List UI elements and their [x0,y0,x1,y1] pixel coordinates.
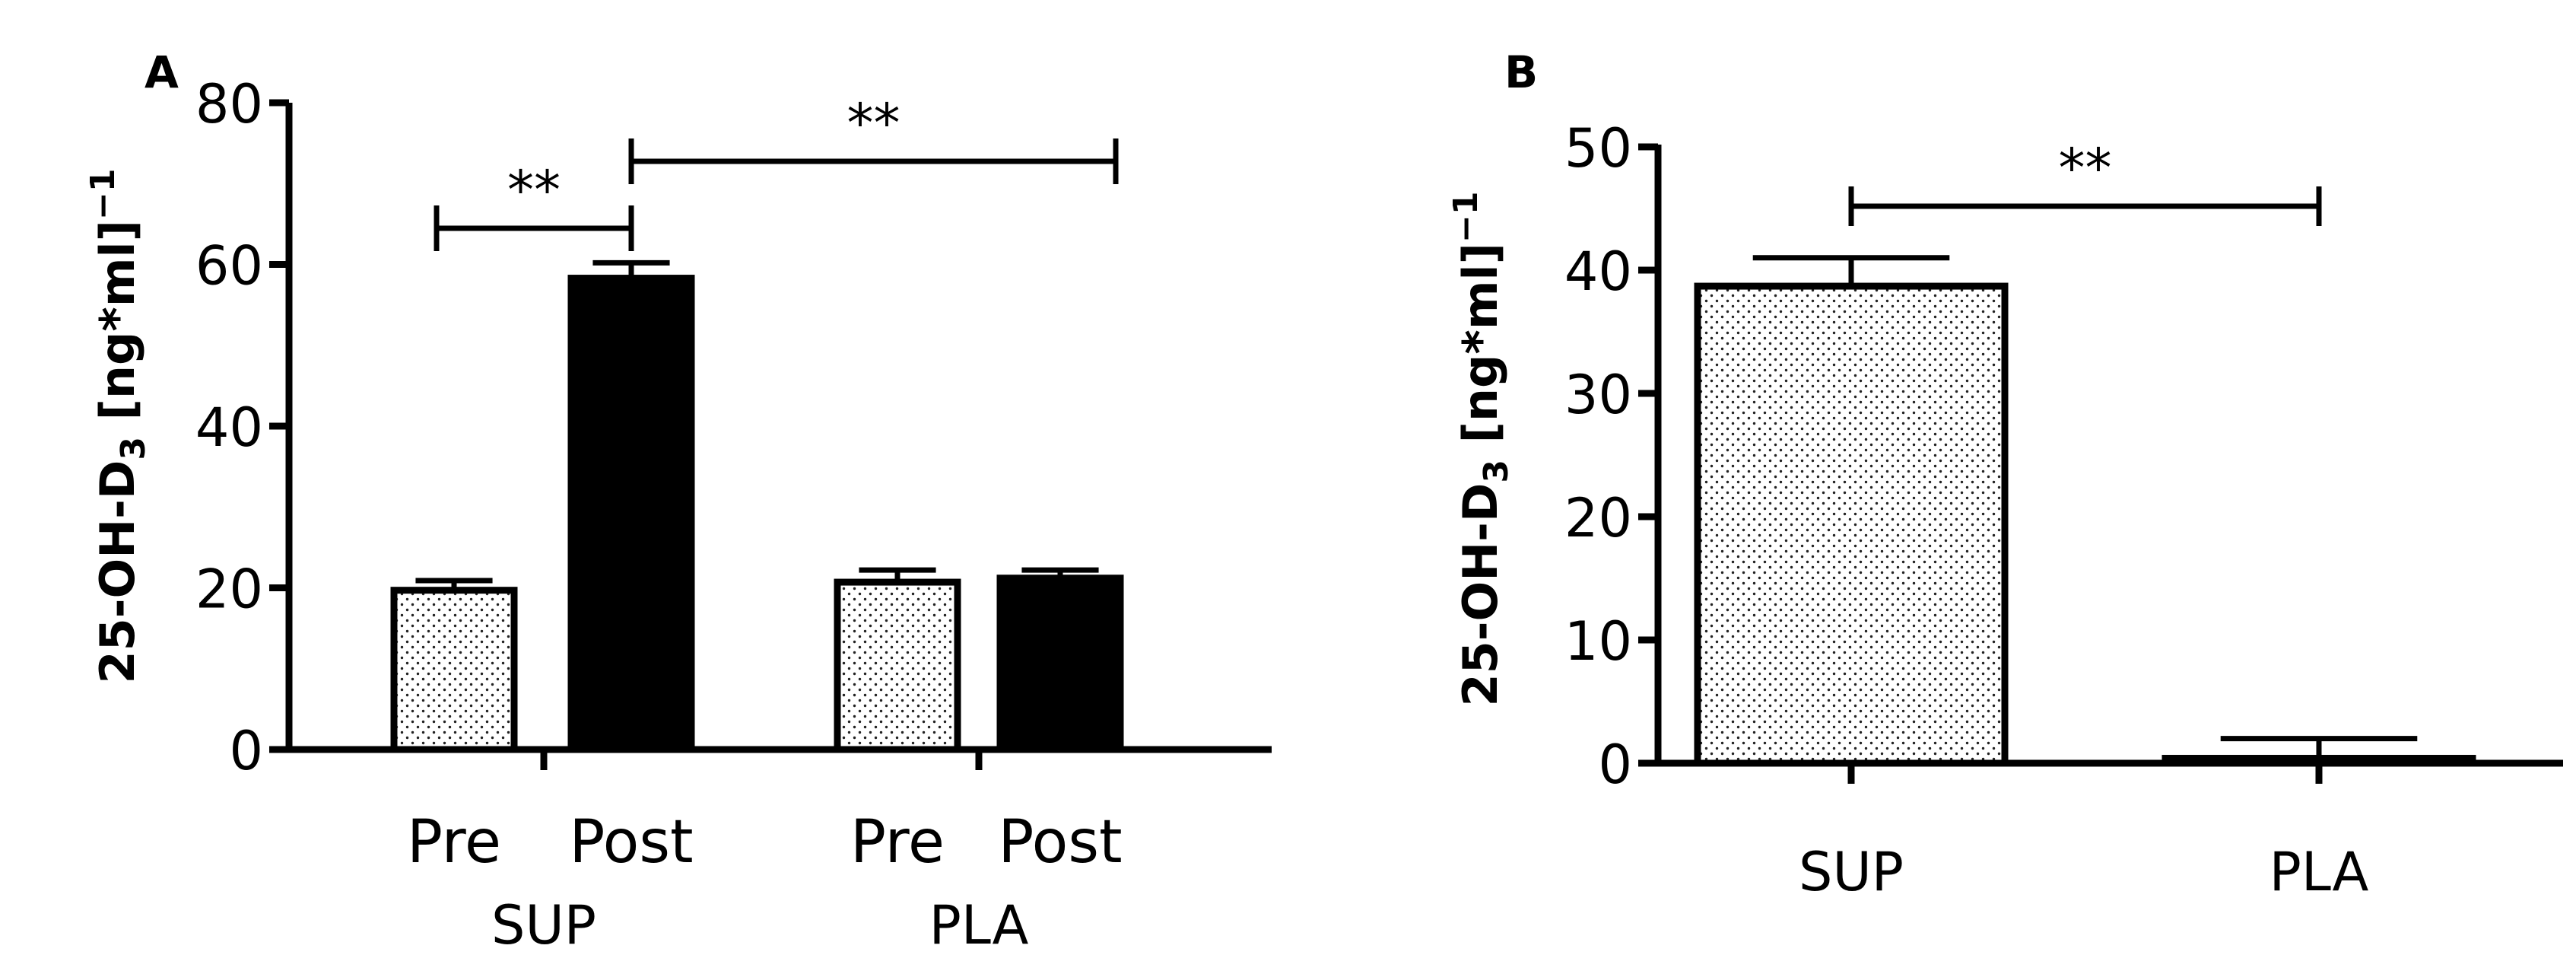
y-tick-label: 30 [1564,364,1632,426]
bar [567,275,695,753]
x-tick-label: Pre [850,808,945,877]
x-tick-label: Post [998,808,1122,877]
group-label: PLA [929,894,1029,956]
y-tick-label: 80 [195,73,263,135]
panel-b: B 25-OH-D3 [ng*ml]−1 0 10 20 30 40 50 ** SUP P… [1447,46,2563,903]
panel-a: A 25-OH-D3 [ng*ml]−1 0 20 40 60 80 ** ** Pre P… [84,46,1272,956]
x-tick-label: PLA [2269,841,2369,903]
panel-b-ylabel: 25-OH-D3 [ng*ml]−1 [1447,192,1516,707]
y-tick-label: 60 [195,235,263,298]
bar [834,578,961,753]
significance-label: ** [2059,137,2112,199]
x-tick-label: Pre [407,808,501,877]
bar [390,587,518,753]
y-tick-label: 0 [1598,734,1632,796]
x-tick-label: SUP [1799,841,1904,903]
bar [996,575,1124,753]
y-tick-label: 20 [1564,487,1632,549]
bar [1694,282,2009,767]
significance-label: ** [847,92,900,154]
bar [2161,755,2476,767]
y-tick-label: 40 [1564,240,1632,303]
panel-a-ylabel: 25-OH-D3 [ng*ml]−1 [84,169,153,684]
panel-b-label: B [1504,46,1538,98]
panel-a-label: A [145,46,179,98]
y-tick-label: 0 [229,720,263,782]
x-tick-label: Post [569,808,693,877]
significance-label: ** [507,159,561,221]
y-tick-label: 20 [195,559,263,621]
group-label: SUP [491,894,596,956]
y-tick-label: 10 [1564,610,1632,673]
y-tick-label: 40 [195,396,263,459]
y-tick-label: 50 [1564,117,1632,180]
